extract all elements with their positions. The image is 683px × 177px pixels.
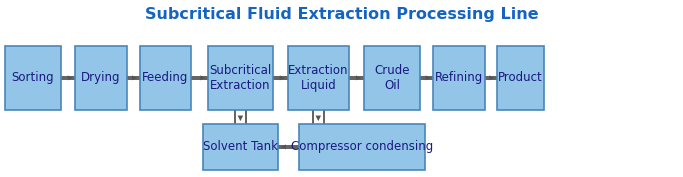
FancyBboxPatch shape bbox=[288, 46, 349, 110]
FancyBboxPatch shape bbox=[434, 46, 485, 110]
Text: Sorting: Sorting bbox=[12, 71, 54, 84]
Text: Drying: Drying bbox=[81, 71, 121, 84]
FancyBboxPatch shape bbox=[139, 46, 191, 110]
Text: Refining: Refining bbox=[435, 71, 483, 84]
FancyBboxPatch shape bbox=[208, 46, 273, 110]
FancyBboxPatch shape bbox=[299, 124, 425, 170]
Text: Extraction
Liquid: Extraction Liquid bbox=[288, 64, 348, 92]
Text: Compressor condensing: Compressor condensing bbox=[291, 140, 433, 153]
FancyBboxPatch shape bbox=[75, 46, 127, 110]
Text: Subcritical Fluid Extraction Processing Line: Subcritical Fluid Extraction Processing … bbox=[145, 7, 538, 22]
Text: Product: Product bbox=[498, 71, 543, 84]
FancyBboxPatch shape bbox=[203, 124, 278, 170]
Text: Feeding: Feeding bbox=[142, 71, 189, 84]
FancyBboxPatch shape bbox=[363, 46, 420, 110]
Text: Subcritical
Extraction: Subcritical Extraction bbox=[209, 64, 272, 92]
FancyBboxPatch shape bbox=[5, 46, 61, 110]
Text: Solvent Tank: Solvent Tank bbox=[203, 140, 278, 153]
FancyBboxPatch shape bbox=[497, 46, 544, 110]
Text: Crude
Oil: Crude Oil bbox=[374, 64, 410, 92]
